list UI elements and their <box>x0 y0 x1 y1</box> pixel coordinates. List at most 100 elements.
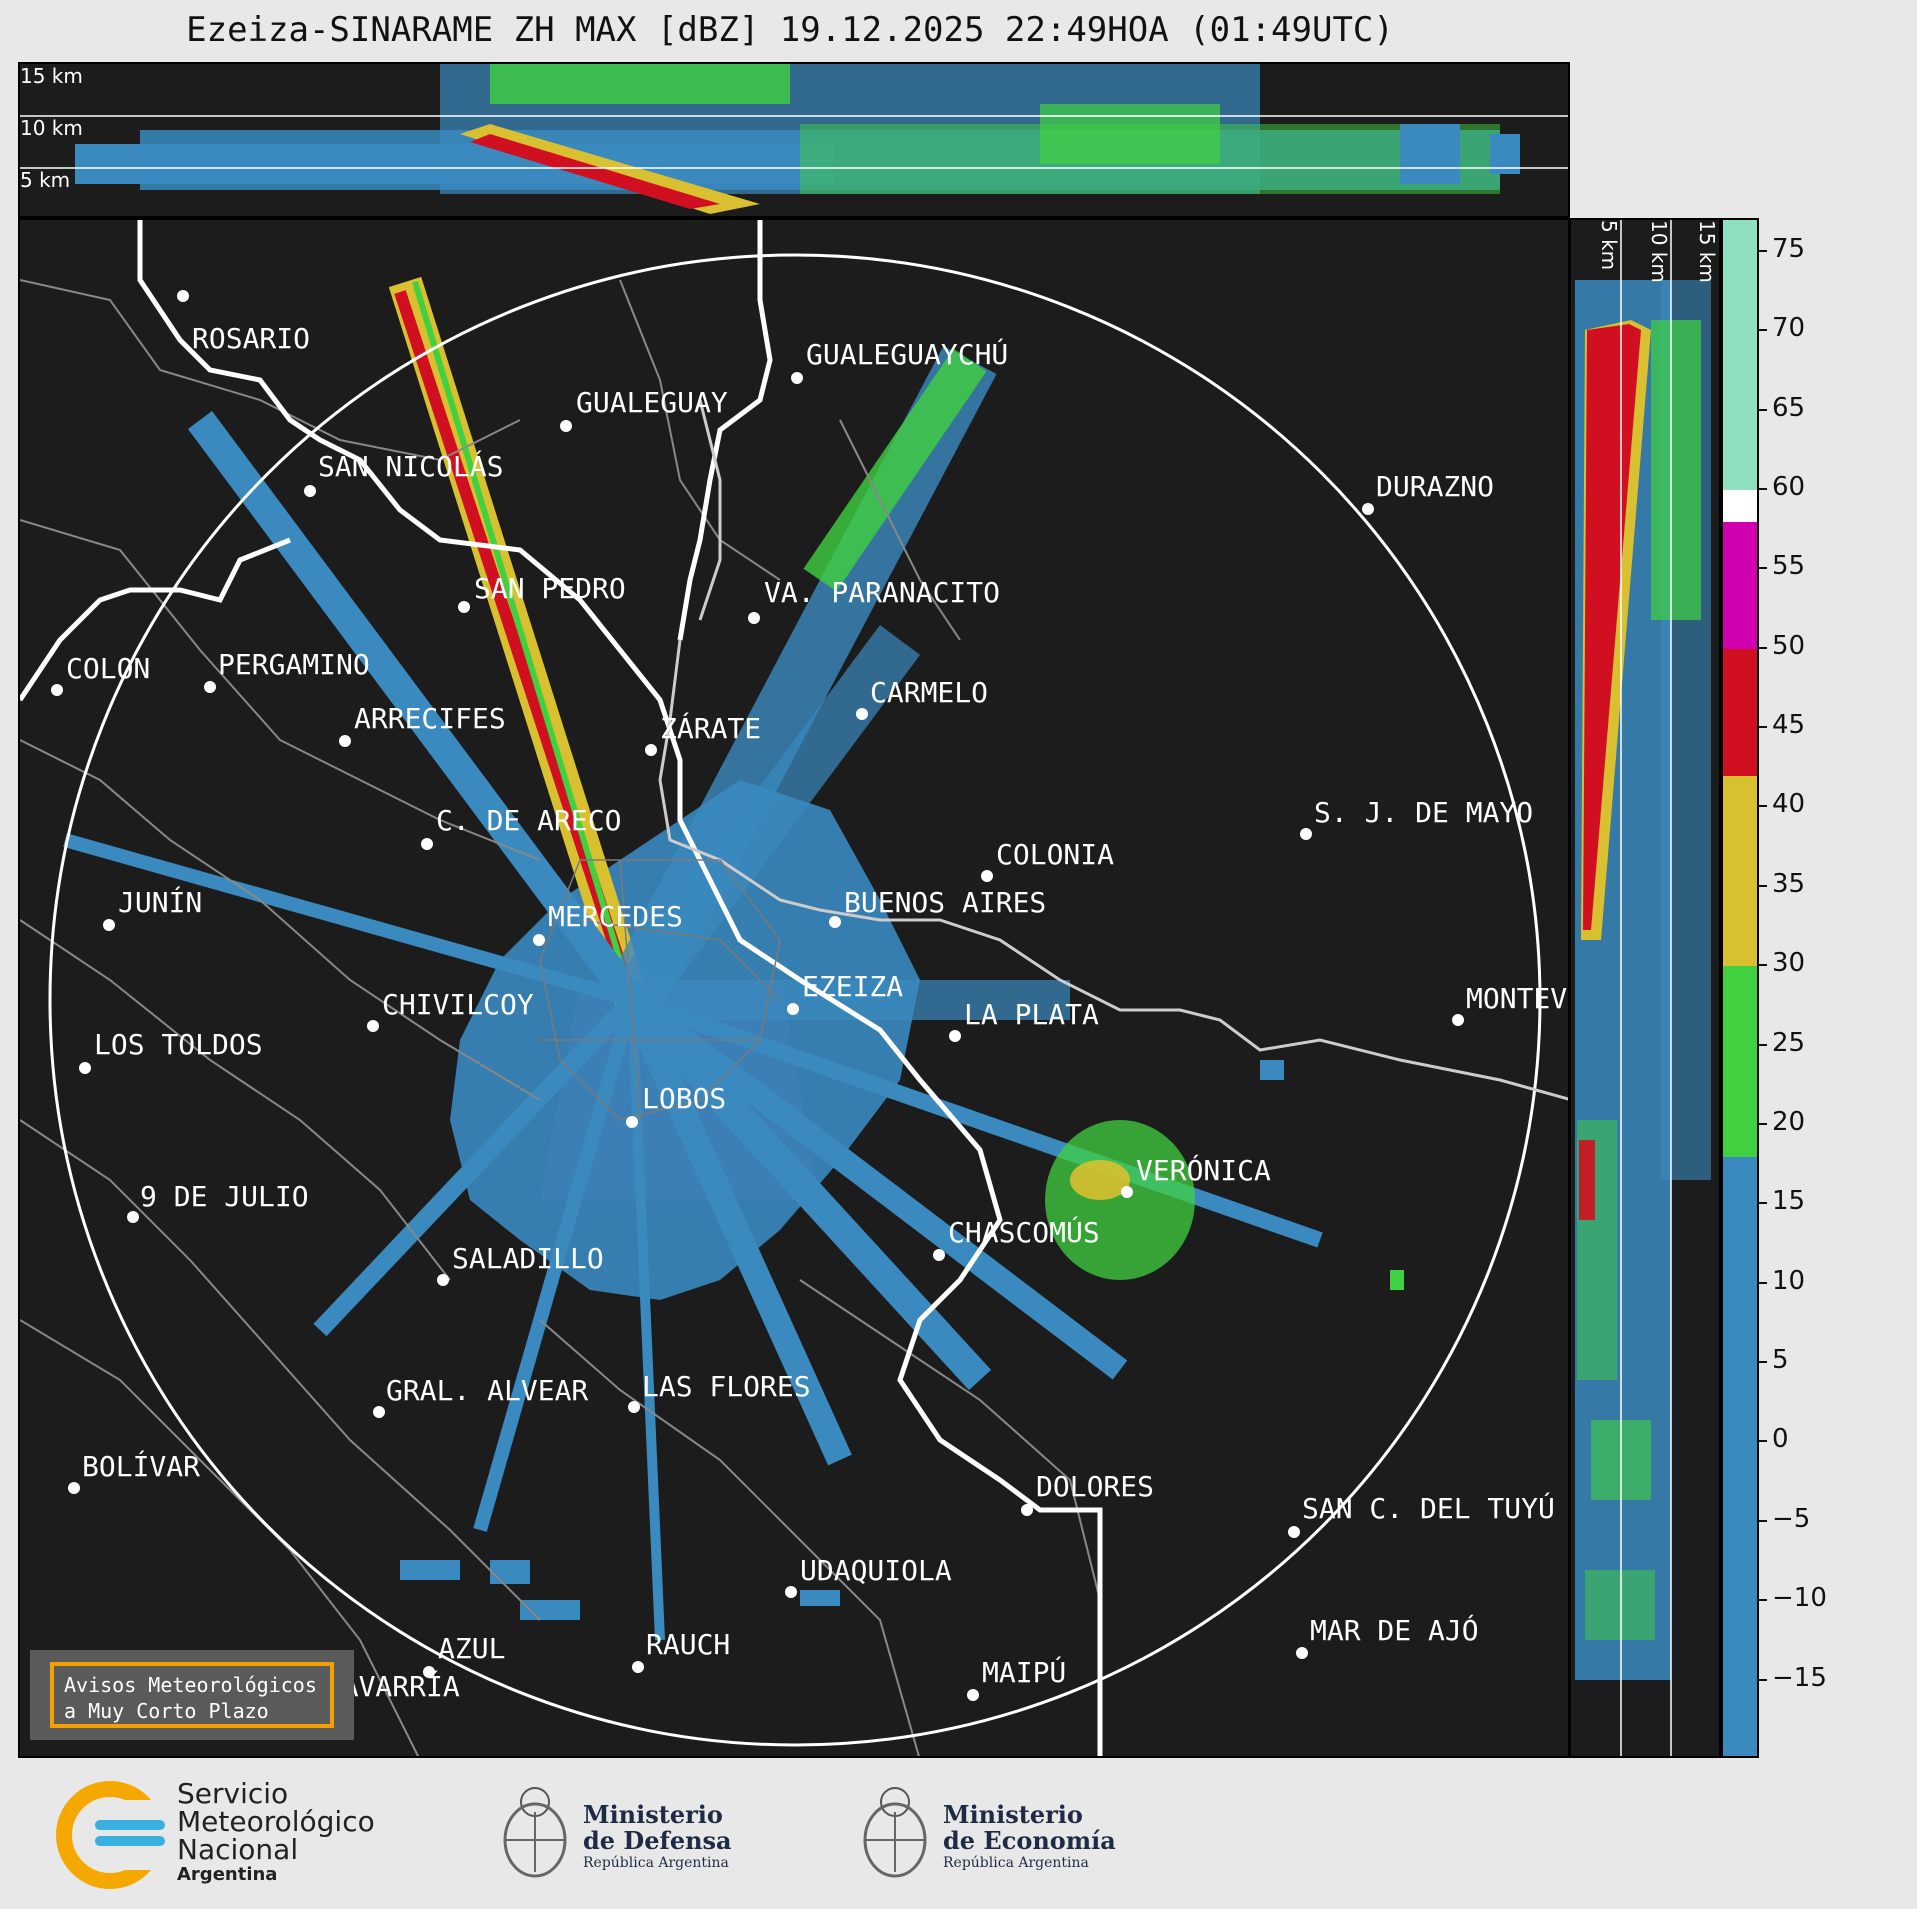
colorbar-tick <box>1759 1202 1767 1205</box>
top-profile-echoes <box>20 64 1568 214</box>
city-dot <box>785 1586 797 1598</box>
city-dot <box>787 1003 799 1015</box>
river-plate-shore <box>658 399 1568 1101</box>
city-dot <box>204 681 216 693</box>
smn-line-4: Argentina <box>177 1864 278 1885</box>
coat-of-arms-icon <box>863 1787 927 1878</box>
colorbar-tick <box>1759 1043 1767 1046</box>
right-profile-echoes <box>1575 220 1711 1756</box>
city-dot <box>967 1689 979 1701</box>
economia-line-1: Ministerio <box>943 1800 1083 1829</box>
economia-line-2: de Economía <box>943 1826 1116 1855</box>
colorbar-segment <box>1723 775 1757 967</box>
city-dot <box>437 1274 449 1286</box>
radar-range-ring <box>48 253 1542 1747</box>
city-dot <box>1296 1647 1308 1659</box>
height-label-15km-v: 15 km <box>1695 220 1719 283</box>
city-dot <box>626 1116 638 1128</box>
colorbar-tick-label: 10 <box>1772 1265 1806 1296</box>
urban-boundaries <box>539 859 781 1121</box>
radar-map-panel: ROSARIO GUALEGUAYCHÚ GUALEGUAY SAN NICOL… <box>18 218 1570 1758</box>
city-dot <box>645 744 657 756</box>
colorbar-tick-label: −10 <box>1772 1583 1827 1614</box>
smn-logo: Servicio Meteorológico Nacional Argentin… <box>55 1780 395 1890</box>
colorbar-tick-label: 25 <box>1772 1027 1806 1058</box>
colorbar-segment <box>1723 648 1757 776</box>
colorbar-tick-label: 45 <box>1772 710 1806 741</box>
colorbar-tick <box>1759 1281 1767 1284</box>
city-dot <box>1288 1526 1300 1538</box>
city-dot <box>51 684 63 696</box>
colorbar-tick-label: 15 <box>1772 1186 1806 1217</box>
colorbar-segment <box>1723 1156 1757 1756</box>
city-dot <box>628 1401 640 1413</box>
aviso-line-2: a Muy Corto Plazo <box>64 1699 269 1723</box>
right-height-profile-panel: 5 km 10 km 15 km <box>1569 218 1721 1758</box>
colorbar-tick-label: −15 <box>1772 1662 1827 1693</box>
colorbar-tick <box>1759 805 1767 808</box>
colorbar-tick <box>1759 964 1767 967</box>
city-dot <box>856 708 868 720</box>
convective-cell-veronica <box>1045 1120 1195 1280</box>
colorbar-tick <box>1759 487 1767 490</box>
colorbar-tick <box>1759 1599 1767 1602</box>
city-dot <box>339 735 351 747</box>
city-dot <box>1362 503 1374 515</box>
aviso-line-1: Avisos Meteorológicos <box>64 1673 317 1697</box>
colorbar-tick-label: 65 <box>1772 392 1806 423</box>
colorbar-tick <box>1759 1361 1767 1364</box>
city-dot <box>1452 1014 1464 1026</box>
colorbar-tick-label: 70 <box>1772 313 1806 344</box>
ministerio-defensa-logo: Ministerio de Defensa República Argentin… <box>495 1772 755 1892</box>
city-dot <box>632 1661 644 1673</box>
colorbar-tick-label: 50 <box>1772 630 1806 661</box>
smn-line-2: Meteorológico <box>177 1805 375 1838</box>
colorbar-tick <box>1759 1678 1767 1681</box>
city-dot <box>949 1030 961 1042</box>
radar-rays <box>63 276 1323 1641</box>
colorbar-tick <box>1759 1519 1767 1522</box>
height-label-5km-v: 5 km <box>1597 220 1621 271</box>
city-dot <box>533 934 545 946</box>
colorbar-tick-label: 5 <box>1772 1345 1789 1376</box>
colorbar-tick <box>1759 884 1767 887</box>
colorbar-tick <box>1759 1122 1767 1125</box>
colorbar-tick <box>1759 329 1767 332</box>
city-dot <box>373 1406 385 1418</box>
colorbar-tick <box>1759 408 1767 411</box>
city-dot <box>1300 828 1312 840</box>
dbz-colorbar <box>1721 218 1759 1758</box>
colorbar-tick-label: 75 <box>1772 233 1806 264</box>
top-height-profile-panel: 15 km 10 km 5 km <box>18 62 1570 218</box>
city-dot <box>177 290 189 302</box>
city-dot <box>1121 1186 1133 1198</box>
city-dot <box>560 420 572 432</box>
colorbar-segment <box>1723 220 1757 490</box>
radar-map <box>20 220 1568 1756</box>
city-dot <box>981 870 993 882</box>
defensa-line-1: Ministerio <box>583 1800 723 1829</box>
city-dot <box>421 838 433 850</box>
ministerio-economia-logo: Ministerio de Economía República Argenti… <box>855 1772 1125 1892</box>
colorbar-segment <box>1723 521 1757 649</box>
height-label-10km-v: 10 km <box>1647 220 1671 283</box>
city-dot <box>791 372 803 384</box>
city-dot <box>423 1666 435 1678</box>
defensa-line-3: República Argentina <box>583 1855 729 1871</box>
page-title: Ezeiza-SINARAME ZH MAX [dBZ] 19.12.2025 … <box>186 10 1394 50</box>
height-label-15km: 15 km <box>20 64 83 88</box>
colorbar-tick-label: 30 <box>1772 948 1806 979</box>
smn-line-1: Servicio <box>177 1777 289 1810</box>
smn-emblem-icon <box>56 1781 165 1889</box>
height-label-5km: 5 km <box>20 168 71 192</box>
city-dot <box>829 916 841 928</box>
city-dot <box>748 612 760 624</box>
colorbar-tick-label: 55 <box>1772 551 1806 582</box>
economia-line-3: República Argentina <box>943 1855 1089 1871</box>
city-dot <box>933 1249 945 1261</box>
city-dot <box>1021 1504 1033 1516</box>
colorbar-tick <box>1759 1440 1767 1443</box>
colorbar-tick <box>1759 646 1767 649</box>
colorbar-tick <box>1759 567 1767 570</box>
colorbar-tick-label: 35 <box>1772 868 1806 899</box>
